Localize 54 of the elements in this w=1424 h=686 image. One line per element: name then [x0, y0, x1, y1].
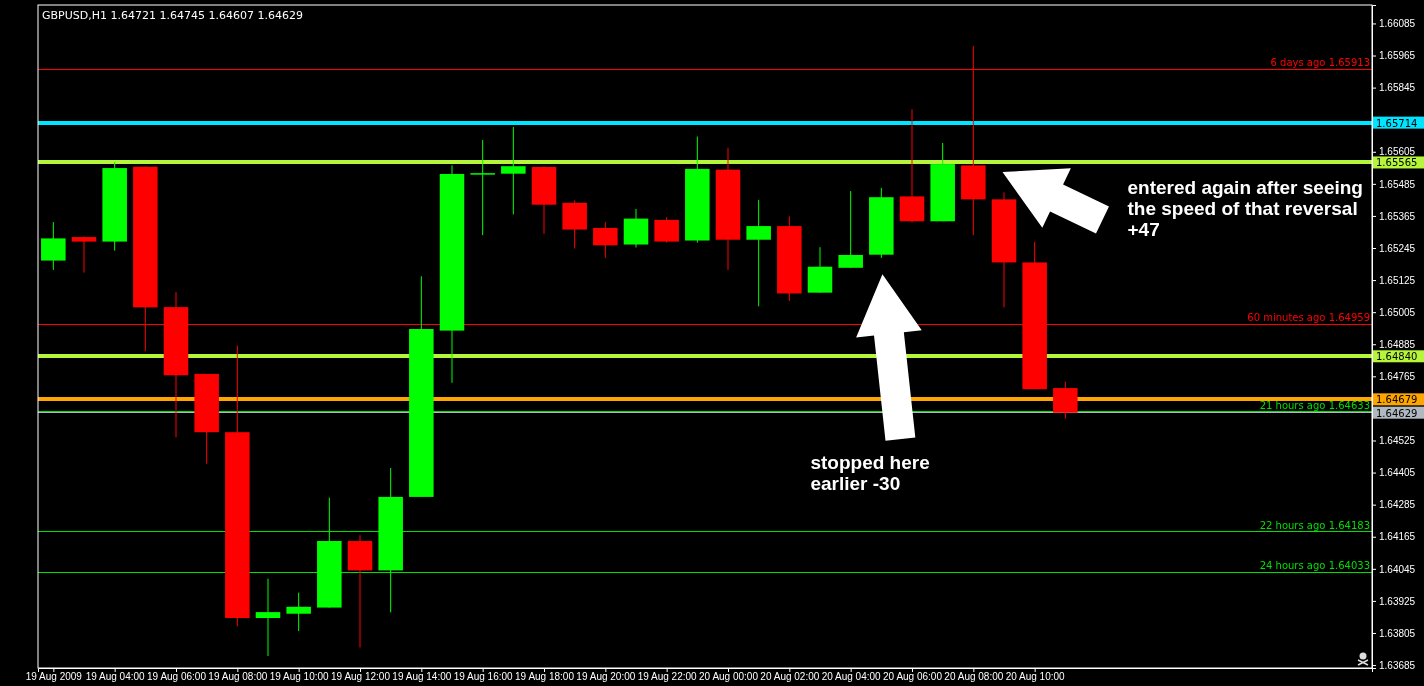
x-tick-label: 19 Aug 2009: [25, 671, 83, 682]
ref-line-label: 1.64679: [1376, 394, 1418, 406]
x-tick-label: 20 Aug 08:00: [944, 671, 1004, 682]
y-tick-label: 1.63925: [1379, 595, 1416, 607]
y-tick-label: 1.63805: [1379, 627, 1416, 639]
y-tick-label: 1.63685: [1379, 659, 1416, 671]
ref-line-label: 6 days ago 1.65913: [1270, 57, 1370, 69]
annotation: entered again after seeing the speed of that reversal +47: [1127, 177, 1363, 240]
annotation: stopped here earlier -30: [810, 452, 930, 495]
x-tick-label: 19 Aug 04:00: [85, 671, 146, 682]
x-tick-label: 19 Aug 14:00: [392, 671, 452, 682]
y-tick-label: 1.64045: [1379, 563, 1416, 575]
ref-line-label: 21 hours ago 1.64633: [1259, 399, 1370, 411]
x-tick-label: 19 Aug 22:00: [637, 671, 698, 682]
candlestick: [286, 592, 311, 632]
chart-title: GBPUSD,H1 1.64721 1.64745 1.64607 1.64629: [42, 9, 303, 22]
ref-line-label: 1.64629: [1376, 407, 1418, 419]
y-tick-label: 1.65245: [1379, 242, 1416, 254]
x-tick-label: 19 Aug 10:00: [269, 671, 330, 682]
x-tick-label: 20 Aug 02:00: [760, 671, 820, 682]
y-tick-label: 1.65965: [1379, 50, 1416, 62]
y-tick-label: 1.65605: [1379, 146, 1416, 158]
x-tick-label: 20 Aug 04:00: [821, 671, 882, 682]
y-tick-label: 1.65365: [1379, 210, 1416, 222]
y-tick-label: 1.64885: [1379, 338, 1416, 350]
x-tick-label: 20 Aug 00:00: [699, 671, 759, 682]
y-tick-label: 1.65485: [1379, 178, 1416, 190]
ref-line-label: 22 hours ago 1.64183: [1259, 519, 1370, 531]
x-tick-label: 19 Aug 12:00: [331, 671, 391, 682]
y-tick-label: 1.64285: [1379, 499, 1416, 511]
y-tick-label: 1.64525: [1379, 435, 1416, 447]
candlestick: [255, 578, 281, 657]
x-tick-label: 20 Aug 06:00: [883, 671, 943, 682]
y-tick-label: 1.64405: [1379, 467, 1416, 479]
ref-line-label: 1.64840: [1376, 351, 1418, 363]
ref-line-label: 1.65565: [1376, 157, 1418, 169]
y-tick-label: 1.65845: [1379, 82, 1416, 94]
y-tick-label: 1.65005: [1379, 306, 1416, 318]
x-tick-label: 20 Aug 10:00: [1005, 671, 1066, 682]
ref-line-label: 60 minutes ago 1.64959: [1247, 312, 1370, 324]
y-tick-label: 1.64765: [1379, 371, 1416, 383]
y-tick-label: 1.66085: [1379, 18, 1416, 30]
candlestick: [501, 126, 526, 215]
y-tick-label: 1.64165: [1379, 531, 1416, 543]
x-tick-label: 19 Aug 20:00: [576, 671, 636, 682]
x-tick-label: 19 Aug 18:00: [515, 671, 575, 682]
candlestick: [470, 139, 495, 236]
ref-line-label: 24 hours ago 1.64033: [1259, 560, 1370, 572]
ref-line-label: 1.65714: [1376, 117, 1418, 129]
x-tick-label: 19 Aug 06:00: [147, 671, 207, 682]
x-tick-label: 19 Aug 16:00: [453, 671, 514, 682]
candlestick: [746, 199, 771, 307]
x-tick-label: 19 Aug 08:00: [208, 671, 268, 682]
y-tick-label: 1.65125: [1379, 274, 1416, 286]
